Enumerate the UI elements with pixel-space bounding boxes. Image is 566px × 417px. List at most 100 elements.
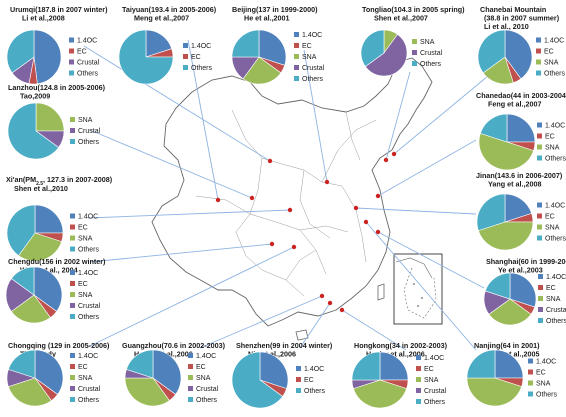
site-marker (383, 157, 389, 163)
legend-swatch (70, 213, 75, 219)
pie-chart-15: Hongkong(34 in 2002-2003)Hagler et al.,2… (351, 341, 448, 409)
chart-title: Shanghai(60 in 1999-2000) (486, 257, 566, 266)
legend-swatch (528, 380, 533, 386)
pie-slice-sna (488, 298, 532, 326)
legend-label: Others (536, 392, 558, 399)
legend-swatch (296, 377, 301, 382)
province-line (281, 163, 343, 187)
site-marker (249, 195, 255, 201)
pie-slice-oc (34, 349, 64, 395)
pie-slice-others (125, 349, 154, 379)
legend-swatch (536, 70, 541, 76)
chart-citation: Hagler et al.,2006 (366, 350, 425, 359)
legend-label: Crustal (302, 65, 325, 72)
legend-swatch (538, 307, 543, 312)
legend-label: EC (545, 214, 555, 221)
pie-slice-oc (506, 113, 536, 143)
pie-slice-sna (477, 221, 534, 251)
legend-label: SNA (78, 236, 93, 243)
legend-swatch (536, 48, 541, 54)
legend-label: EC (545, 134, 555, 141)
legend-swatch (537, 202, 542, 208)
site-marker (319, 293, 325, 299)
legend-label: 1.4OC (191, 43, 211, 50)
legend-swatch (294, 54, 299, 59)
legend-label: SNA (420, 39, 435, 46)
province-line (321, 119, 377, 183)
leader-line (85, 246, 295, 349)
legend-swatch (183, 54, 188, 59)
chart-citation: Feng et al.,2007 (488, 100, 542, 109)
chart-title: Guangzhou(70.6 in 2002-2003) (122, 341, 226, 350)
legend-label: SNA (196, 375, 211, 382)
province-line (235, 231, 305, 297)
pie-slice-others (466, 349, 496, 379)
pie-slice-others (10, 266, 35, 296)
pie-slice-others (7, 102, 60, 160)
pie-chart-3: Beijing(137 in 1999-2000)He et al.,2001 1… (231, 5, 325, 85)
legend-swatch (69, 37, 74, 43)
chart-citation: He et al.,2001 (244, 14, 290, 23)
pie-chart-16: Nanjing(64 in 2001)Yang et al.,20051.4OC… (466, 341, 558, 407)
pie-slice-others (351, 351, 381, 381)
site-marker (375, 229, 381, 235)
legend-label: Crustal (420, 50, 443, 57)
pie-slice-others (477, 29, 506, 74)
pie-slice-oc (152, 349, 182, 395)
chart-title: Hongkong(34 in 2002-2003) (354, 341, 448, 350)
legend-swatch (412, 61, 417, 66)
pie-chart-5: Chanebai Mountain(38.8 in 2007 summer)Li… (477, 5, 566, 85)
pie-chart-9: Jinan(143.6 in 2006-2007)Yang et al.,200… (476, 171, 566, 251)
taiwan-island (377, 283, 385, 301)
leader-line (303, 49, 328, 183)
province-line (299, 169, 331, 239)
legend-swatch (294, 43, 299, 48)
pie-slice-oc (33, 29, 62, 85)
legend-swatch (537, 133, 542, 139)
chart-title: Taiyuan(193.4 in 2005-2006) (122, 5, 217, 14)
chart-title: Urumqi(187.8 in 2007 winter) (10, 5, 108, 14)
inset-dashed-line (403, 267, 437, 319)
legend-swatch (416, 377, 421, 382)
legend-swatch (188, 375, 193, 380)
inset-islet (417, 305, 419, 307)
legend-swatch (416, 355, 421, 360)
leader-line (355, 207, 477, 215)
pie-chart-4: Tongliao(104.3 in 2005 spring)Shen et al… (360, 5, 465, 77)
legend-swatch (537, 235, 542, 241)
pie-slice-others (231, 29, 260, 58)
chart-title: Chengdu(156 in 2002 winter) (8, 257, 106, 266)
legend-label: Others (545, 236, 566, 243)
pie-slice-oc (504, 29, 533, 80)
legend-swatch (412, 39, 417, 44)
legend-swatch (188, 364, 193, 369)
site-marker (375, 193, 381, 199)
site-marker (363, 219, 369, 225)
legend-swatch (294, 32, 299, 37)
inset-islet (413, 283, 415, 285)
chart-citation: Shen et al.,2010 (14, 184, 68, 193)
legend-label: SNA (545, 225, 560, 232)
legend-label: Others (546, 318, 566, 325)
chart-title: Lanzhou(124.8 in 2005-2006) (8, 83, 106, 92)
pie-slice-others (484, 272, 511, 300)
chart-citation: Li et al., 2010 (484, 22, 529, 31)
legend-label: Others (191, 65, 213, 72)
pie-slice-others (476, 193, 506, 232)
pie-chart-13: Guangzhou(70.6 in 2002-2003)Hagler et al… (122, 341, 226, 407)
legend-swatch (69, 59, 74, 65)
chart-title: Jinan(143.6 in 2006-2007) (476, 171, 563, 180)
legend-swatch (70, 139, 75, 144)
pie-chart-6: Lanzhou(124.8 in 2005-2006)Tao,2009 SNA Cr… (7, 83, 106, 160)
legend-swatch (70, 270, 75, 275)
legend-swatch (412, 50, 417, 55)
china-outline (151, 57, 433, 327)
south-china-sea-inset (393, 253, 443, 325)
chart-title: Chongqing (129 in 2005-2006) (8, 341, 110, 350)
site-marker (291, 244, 297, 250)
legend-label: 1.4OC (546, 274, 566, 281)
legend-swatch (537, 144, 542, 150)
legend-label: EC (78, 281, 88, 288)
legend-label: 1.4OC (536, 359, 556, 366)
